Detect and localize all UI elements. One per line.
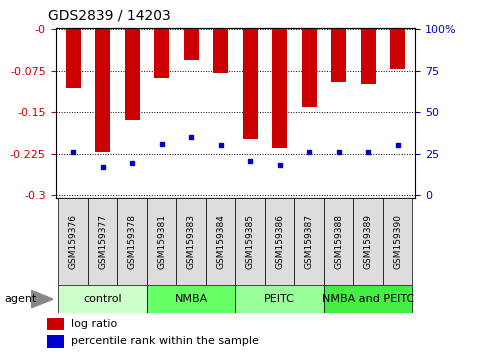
Bar <box>58 198 88 285</box>
Text: GSM159385: GSM159385 <box>246 214 255 269</box>
Bar <box>236 198 265 285</box>
Text: percentile rank within the sample: percentile rank within the sample <box>71 336 258 346</box>
Bar <box>324 198 354 285</box>
Bar <box>236 285 324 313</box>
Bar <box>47 318 64 330</box>
Text: agent: agent <box>5 294 37 304</box>
Text: GSM159390: GSM159390 <box>393 214 402 269</box>
Bar <box>390 29 405 69</box>
Bar <box>66 29 81 87</box>
Text: GSM159388: GSM159388 <box>334 214 343 269</box>
Bar <box>125 29 140 120</box>
Bar <box>383 198 412 285</box>
Bar <box>155 29 169 78</box>
Bar <box>206 198 236 285</box>
Bar <box>302 29 316 107</box>
Text: GSM159389: GSM159389 <box>364 214 373 269</box>
Bar <box>184 29 199 60</box>
Text: GSM159377: GSM159377 <box>98 214 107 269</box>
Text: PEITC: PEITC <box>264 294 295 304</box>
Bar <box>243 29 257 139</box>
Bar <box>117 198 147 285</box>
Polygon shape <box>31 290 53 308</box>
Text: GSM159376: GSM159376 <box>69 214 78 269</box>
Bar <box>331 29 346 82</box>
Bar <box>354 198 383 285</box>
Bar <box>95 29 110 152</box>
Text: NMBA and PEITC: NMBA and PEITC <box>322 294 414 304</box>
Bar <box>176 198 206 285</box>
Text: NMBA: NMBA <box>174 294 208 304</box>
Bar <box>88 198 117 285</box>
Text: GSM159381: GSM159381 <box>157 214 166 269</box>
Bar <box>361 29 376 84</box>
Text: GSM159384: GSM159384 <box>216 214 225 269</box>
Text: GDS2839 / 14203: GDS2839 / 14203 <box>48 9 171 23</box>
Bar <box>265 198 295 285</box>
Bar <box>47 335 64 348</box>
Bar <box>58 285 147 313</box>
Bar <box>272 29 287 148</box>
Text: GSM159387: GSM159387 <box>305 214 313 269</box>
Bar <box>147 285 236 313</box>
Text: GSM159378: GSM159378 <box>128 214 137 269</box>
Text: GSM159383: GSM159383 <box>187 214 196 269</box>
Bar <box>213 29 228 73</box>
Bar <box>295 198 324 285</box>
Bar <box>324 285 412 313</box>
Text: control: control <box>84 294 122 304</box>
Text: log ratio: log ratio <box>71 319 117 329</box>
Text: GSM159386: GSM159386 <box>275 214 284 269</box>
Bar <box>147 198 176 285</box>
